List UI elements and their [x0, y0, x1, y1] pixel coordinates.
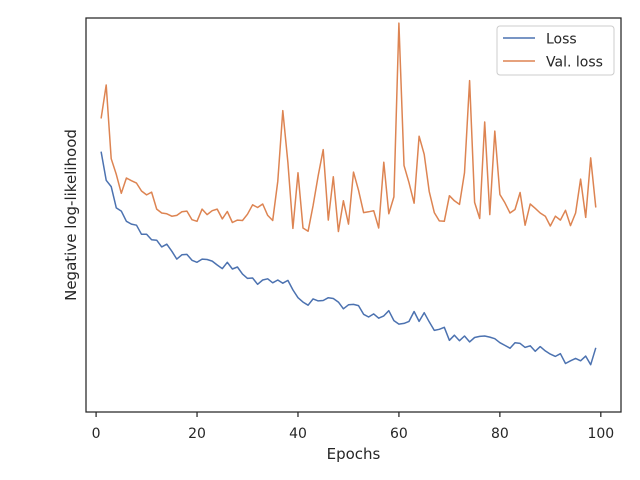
x-tick-label: 100 [587, 426, 614, 442]
x-tick-label: 40 [289, 426, 307, 442]
plot-frame [85, 17, 622, 413]
x-axis: 0 20 40 60 80 100 [92, 412, 614, 442]
x-tick-label: 0 [92, 426, 101, 442]
x-tick-label: 20 [188, 426, 206, 442]
series-line-loss [100, 151, 597, 366]
y-axis-label: Negative log-likelihood [62, 129, 80, 301]
series-layer [100, 22, 597, 366]
legend-label-loss: Loss [546, 32, 577, 48]
x-axis-label: Epochs [327, 445, 381, 463]
x-tick-label: 60 [390, 426, 408, 442]
legend: Loss Val. loss [496, 25, 615, 76]
legend-label-val-loss: Val. loss [546, 55, 603, 71]
series-line-val-loss [100, 22, 597, 233]
x-tick-label: 80 [491, 426, 509, 442]
